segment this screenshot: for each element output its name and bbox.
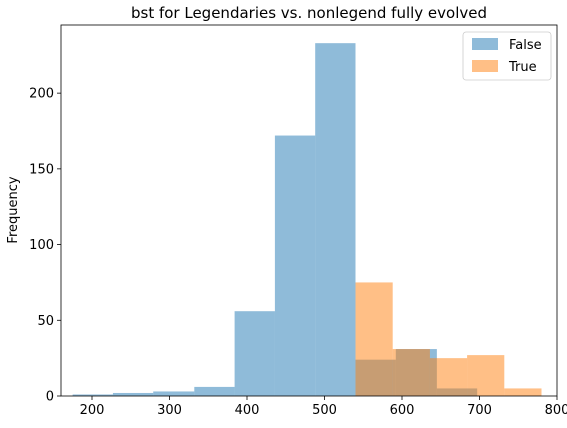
x-tick-label: 400 bbox=[235, 403, 260, 418]
legend-swatch-true bbox=[472, 60, 498, 72]
y-tick-label: 0 bbox=[46, 390, 54, 405]
y-tick-label: 100 bbox=[29, 238, 54, 253]
bar-false-0 bbox=[72, 394, 113, 396]
x-tick-label: 200 bbox=[80, 403, 105, 418]
y-tick-label: 50 bbox=[37, 314, 54, 329]
bar-false-4 bbox=[234, 311, 275, 396]
bar-true-4 bbox=[504, 388, 542, 396]
x-tick-label: 600 bbox=[390, 403, 415, 418]
bar-false-6 bbox=[315, 43, 356, 397]
x-tick-label: 700 bbox=[467, 403, 492, 418]
x-tick-label: 500 bbox=[312, 403, 337, 418]
bar-false-2 bbox=[153, 391, 195, 396]
bar-true-1 bbox=[392, 349, 430, 396]
x-tick-label: 800 bbox=[545, 403, 567, 418]
bar-false-1 bbox=[112, 392, 154, 396]
legend-swatch-false bbox=[472, 38, 498, 50]
y-tick-label: 200 bbox=[29, 87, 54, 102]
y-axis-label: Frequency bbox=[6, 176, 21, 243]
x-axis: 200 300 400 500 600 700 800 bbox=[80, 396, 567, 418]
bar-false-5 bbox=[274, 135, 316, 397]
bar-true-0 bbox=[355, 282, 393, 396]
legend: False True bbox=[462, 31, 552, 81]
bar-true-2 bbox=[429, 358, 468, 396]
legend-label-true: True bbox=[508, 60, 537, 75]
bar-false-3 bbox=[194, 386, 235, 396]
bar-true-3 bbox=[467, 355, 505, 396]
x-tick-label: 300 bbox=[157, 403, 182, 418]
y-axis: 0 50 100 150 200 bbox=[29, 87, 61, 405]
y-tick-label: 150 bbox=[29, 162, 54, 177]
chart-title: bst for Legendaries vs. nonlegend fully … bbox=[131, 4, 487, 22]
axes-frame bbox=[60, 24, 558, 397]
legend-label-false: False bbox=[509, 38, 542, 53]
bars-layer bbox=[72, 43, 542, 397]
